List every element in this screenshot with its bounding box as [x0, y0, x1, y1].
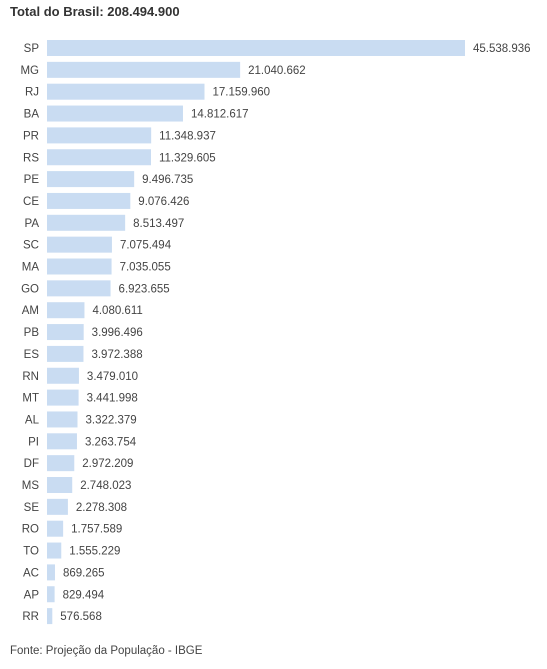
category-label-mt: MT: [22, 393, 39, 405]
category-label-sp: SP: [24, 43, 40, 55]
value-label-es: 3.972.388: [91, 349, 142, 361]
value-label-rj: 17.159.960: [213, 87, 271, 99]
category-label-al: AL: [25, 414, 40, 426]
category-label-pb: PB: [24, 327, 40, 339]
category-label-am: AM: [22, 305, 39, 317]
category-label-ac: AC: [23, 567, 39, 579]
value-label-pe: 9.496.735: [142, 174, 193, 186]
category-label-ma: MA: [22, 262, 40, 274]
category-label-sc: SC: [23, 240, 39, 252]
bar-rr: [47, 608, 53, 625]
value-label-pr: 11.348.937: [159, 130, 216, 142]
value-label-df: 2.972.209: [82, 458, 133, 470]
bar-se: [47, 498, 68, 515]
bar-ac: [47, 564, 55, 581]
bar-ba: [47, 105, 183, 122]
bar-mg: [47, 61, 241, 78]
chart-title: Total do Brasil: 208.494.900: [10, 4, 180, 19]
value-label-pa: 8.513.497: [133, 218, 184, 230]
value-label-ba: 14.812.617: [191, 109, 249, 121]
source-note: Fonte: Projeção da População - IBGE: [10, 645, 203, 657]
bar-sp: [47, 40, 465, 56]
bar-rn: [47, 367, 79, 384]
category-label-mg: MG: [20, 65, 39, 77]
value-label-rr: 576.568: [60, 611, 102, 623]
value-label-al: 3.322.379: [85, 414, 136, 426]
category-label-rr: RR: [22, 611, 39, 623]
category-label-pr: PR: [23, 130, 39, 142]
category-label-pe: PE: [24, 174, 40, 186]
bar-ce: [47, 192, 131, 209]
value-label-ms: 2.748.023: [80, 480, 131, 492]
value-label-se: 2.278.308: [76, 502, 127, 514]
value-label-to: 1.555.229: [69, 546, 120, 558]
value-label-sp: 45.538.936: [473, 43, 531, 55]
value-label-ma: 7.035.055: [120, 262, 171, 274]
category-label-ba: BA: [24, 109, 40, 121]
category-label-ro: RO: [22, 524, 39, 536]
category-label-to: TO: [23, 546, 39, 558]
value-label-sc: 7.075.494: [120, 240, 172, 252]
category-label-rj: RJ: [25, 87, 39, 99]
value-label-ac: 869.265: [63, 567, 105, 579]
category-label-rs: RS: [23, 152, 39, 164]
bar-ma: [47, 258, 112, 275]
bar-pr: [47, 127, 152, 144]
bar-rs: [47, 149, 151, 166]
category-label-pa: PA: [25, 218, 40, 230]
bar-ap: [47, 586, 55, 603]
category-label-ms: MS: [22, 480, 40, 492]
value-label-pb: 3.996.496: [92, 327, 143, 339]
value-label-ce: 9.076.426: [138, 196, 189, 208]
category-label-df: DF: [24, 458, 39, 470]
bar-pa: [47, 214, 126, 231]
value-label-rs: 11.329.605: [159, 152, 216, 164]
category-label-pi: PI: [28, 436, 39, 448]
bar-to: [47, 542, 62, 559]
category-label-go: GO: [21, 283, 39, 295]
bar-df: [47, 455, 75, 472]
bar-rj: [47, 83, 205, 100]
bar-ms: [47, 477, 73, 493]
value-label-go: 6.923.655: [119, 283, 170, 295]
value-label-ap: 829.494: [63, 589, 105, 601]
value-label-mt: 3.441.998: [87, 393, 138, 405]
bar-sc: [47, 236, 112, 253]
bar-pe: [47, 171, 135, 188]
bar-mt: [47, 389, 79, 406]
category-label-se: SE: [24, 502, 40, 514]
bar-am: [47, 302, 85, 319]
bar-al: [47, 411, 78, 428]
bar-go: [47, 280, 111, 297]
category-label-es: ES: [24, 349, 40, 361]
value-label-rn: 3.479.010: [87, 371, 138, 383]
bar-ro: [47, 520, 64, 537]
value-label-ro: 1.757.589: [71, 524, 122, 536]
category-label-rn: RN: [22, 371, 39, 383]
value-label-am: 4.080.611: [92, 305, 142, 317]
category-label-ap: AP: [24, 589, 40, 601]
bar-pb: [47, 324, 84, 341]
bar-pi: [47, 433, 77, 450]
category-label-ce: CE: [23, 196, 39, 208]
bar-es: [47, 345, 84, 362]
value-label-pi: 3.263.754: [85, 436, 137, 448]
value-label-mg: 21.040.662: [248, 65, 306, 77]
